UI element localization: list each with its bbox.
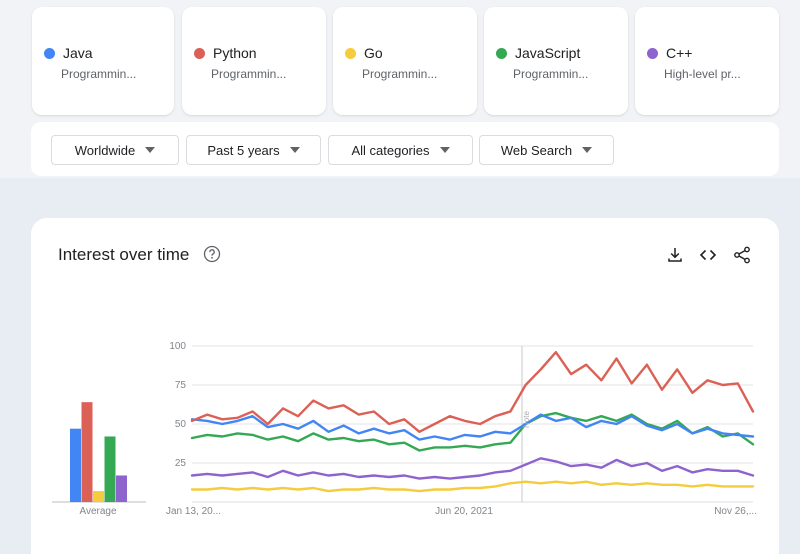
term-name: JavaScript [515,45,581,61]
term-name: Python [213,45,257,61]
term-card-python[interactable]: Python Programmin... [182,7,326,115]
help-icon[interactable] [203,245,221,263]
region-dropdown-label: Worldwide [74,142,136,158]
caret-down-icon [582,147,593,153]
term-header: Java [44,45,93,61]
term-subtitle: Programmin... [513,67,589,81]
term-header: JavaScript [496,45,580,61]
category-dropdown-label: All categories [351,142,430,158]
term-header: Python [194,45,257,61]
search-type-dropdown[interactable]: Web Search [479,135,614,165]
term-subtitle: Programmin... [211,67,287,81]
term-header: C++ [647,45,692,61]
series-color-dot [647,47,658,59]
term-card-javascript[interactable]: JavaScript Programmin... [484,7,628,115]
term-name: Java [63,45,93,61]
caret-down-icon [289,147,300,153]
series-color-dot [345,47,356,59]
time-period-dropdown-label: Past 5 years [207,142,280,158]
term-card-java[interactable]: Java Programmin... [32,7,174,115]
term-name: Go [364,45,383,61]
series-color-dot [44,47,55,59]
term-subtitle: Programmin... [61,67,137,81]
time-period-dropdown[interactable]: Past 5 years [186,135,321,165]
interest-over-time-card: Interest over time [31,218,779,554]
term-header: Go [345,45,383,61]
term-subtitle: High-level pr... [664,67,741,81]
filter-bar: Worldwide Past 5 years All categories We… [31,122,779,176]
term-card-cpp[interactable]: C++ High-level pr... [635,7,779,115]
share-icon[interactable] [733,246,751,264]
term-subtitle: Programmin... [362,67,438,81]
download-icon[interactable] [666,246,684,264]
caret-down-icon [439,147,450,153]
region-dropdown[interactable]: Worldwide [51,135,179,165]
term-name: C++ [666,45,693,61]
series-color-dot [496,47,507,59]
term-card-go[interactable]: Go Programmin... [333,7,477,115]
category-dropdown[interactable]: All categories [328,135,473,165]
embed-icon[interactable] [699,246,717,264]
caret-down-icon [145,147,156,153]
series-color-dot [194,47,205,59]
chart-title: Interest over time [58,245,190,264]
search-type-dropdown-label: Web Search [500,142,573,158]
